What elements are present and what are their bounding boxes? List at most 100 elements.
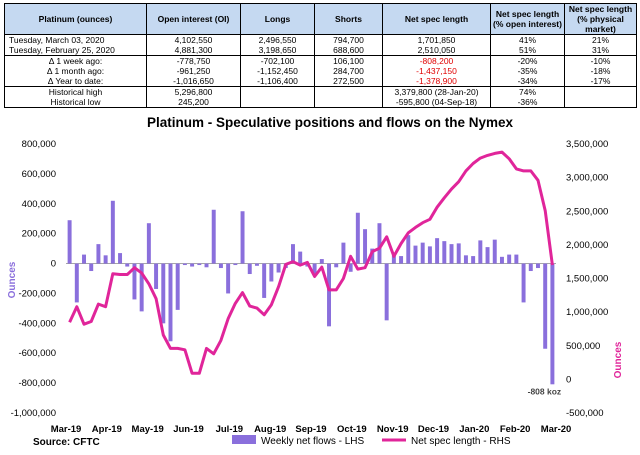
- table-cell: 31%: [564, 45, 637, 56]
- flow-bar: [67, 220, 72, 264]
- chart: Platinum - Speculative positions and flo…: [7, 115, 624, 448]
- table-cell: 106,100: [314, 55, 383, 66]
- bar-annotation: -808 koz: [528, 386, 562, 396]
- flow-bar: [118, 253, 123, 264]
- table-cell: 1,701,850: [382, 34, 491, 45]
- flow-bar: [139, 263, 144, 312]
- flow-bar: [391, 255, 396, 264]
- flow-bar: [254, 263, 259, 266]
- table-cell: -36%: [490, 97, 565, 108]
- flow-bar: [471, 256, 476, 264]
- x-axis: Mar-19 Apr-19 May-19 Jun-19 Jul-19 Aug-19 Sep-…: [51, 424, 572, 435]
- flow-bar: [226, 263, 231, 294]
- table-cell: -778,750: [146, 55, 241, 66]
- flow-bar: [327, 263, 331, 327]
- table-cell: Historical low: [4, 97, 147, 108]
- table-cell: 688,600: [314, 45, 383, 56]
- table-cell: 5,296,800: [146, 86, 241, 97]
- x-tick-label: Mar-20: [541, 424, 572, 435]
- flow-bar: [218, 263, 223, 269]
- flow-bar: [211, 209, 216, 264]
- table-cell: -20%: [490, 55, 565, 66]
- table-cell: Δ Year to date:: [4, 76, 147, 87]
- table-cell: [314, 86, 383, 97]
- weekly-net-flows-series: [67, 200, 555, 385]
- table-cell: -961,250: [146, 66, 241, 76]
- table-cell: 51%: [490, 45, 565, 56]
- x-tick-label: Feb-20: [500, 424, 531, 435]
- left-tick-label: -400,000: [18, 318, 56, 329]
- flow-bar: [276, 263, 281, 273]
- right-tick-label: 3,500,000: [566, 139, 608, 150]
- flow-bar: [197, 263, 202, 266]
- table-row: Δ 1 week ago: -778,750 -702,100 106,100 …: [4, 55, 637, 66]
- flow-bar: [269, 263, 274, 282]
- flow-bar: [89, 263, 94, 272]
- right-tick-label: 1,000,000: [566, 307, 608, 318]
- flow-bar: [384, 263, 389, 321]
- table-cell: 272,500: [314, 76, 383, 87]
- table-cell: -1,106,400: [240, 76, 315, 87]
- x-tick-label: May-19: [132, 424, 164, 435]
- x-tick-label: Mar-19: [51, 424, 82, 435]
- flow-bar: [262, 263, 267, 298]
- left-tick-label: 0: [51, 259, 56, 270]
- x-tick-label: Jan-20: [459, 424, 489, 435]
- legend-label-flows: Weekly net flows - LHS: [261, 436, 365, 447]
- table-cell: Tuesday, March 03, 2020: [4, 34, 147, 45]
- table-cell: [314, 97, 383, 108]
- table-cell: Historical high: [4, 86, 147, 97]
- flow-bar: [550, 263, 555, 385]
- right-axis: 3,500,000 3,000,000 2,500,000 2,000,000 1,50…: [566, 139, 608, 419]
- flow-bar: [514, 254, 519, 264]
- x-tick-label: Aug-19: [254, 424, 286, 435]
- flow-bar: [478, 240, 483, 264]
- flow-bar: [204, 263, 209, 268]
- table-cell: 41%: [490, 34, 565, 45]
- flow-bar: [341, 242, 346, 264]
- table-cell: 2,510,050: [382, 45, 491, 56]
- right-tick-label: 2,500,000: [566, 206, 608, 217]
- table-cell: 4,881,300: [146, 45, 241, 56]
- table-cell: 4,102,550: [146, 34, 241, 45]
- table-row: Δ Year to date: -1,016,650 -1,106,400 27…: [4, 76, 637, 87]
- flow-bar: [233, 263, 238, 266]
- table-cell: -1,437,150: [382, 66, 491, 76]
- flow-bar: [499, 256, 504, 264]
- chart-title: Platinum - Speculative positions and flo…: [147, 115, 514, 130]
- flow-bar: [240, 211, 245, 264]
- flow-bar: [463, 255, 468, 264]
- table-cell: 74%: [490, 86, 565, 97]
- flow-bar: [435, 238, 440, 264]
- table-cell: 284,700: [314, 66, 383, 76]
- x-tick-label: Oct-19: [337, 424, 367, 435]
- flow-bar: [74, 263, 79, 303]
- flow-bar: [154, 263, 159, 289]
- table-row: Δ 1 month ago: -961,250 -1,152,450 284,7…: [4, 66, 637, 76]
- table-header-cell: Net spec length (% open interest): [490, 3, 565, 35]
- flow-bar: [521, 263, 526, 303]
- source-note: Source: CFTC: [33, 437, 100, 448]
- right-axis-label: Ounces: [613, 341, 624, 378]
- flow-bar: [291, 244, 295, 264]
- flow-bar: [485, 247, 490, 264]
- right-tick-label: 0: [566, 374, 571, 385]
- flow-bar: [168, 263, 173, 342]
- flow-bar: [543, 263, 548, 349]
- table-cell: -595,800 (04-Sep-18): [382, 97, 491, 108]
- flow-bar: [363, 229, 368, 264]
- flow-bar: [96, 244, 101, 264]
- table-cell: 3,198,650: [240, 45, 315, 56]
- flow-bar: [406, 235, 411, 264]
- x-tick-label: Jun-19: [173, 424, 204, 435]
- table-cell: -10%: [564, 55, 637, 66]
- flow-bar: [420, 242, 425, 264]
- table-header-cell: Open interest (OI): [146, 3, 241, 35]
- table-cell: -18%: [564, 66, 637, 76]
- flow-bar: [507, 254, 512, 264]
- flow-bar: [427, 246, 432, 264]
- flow-bar: [319, 259, 324, 264]
- table-header-cell: Longs: [240, 3, 315, 35]
- table-cell: 794,700: [314, 34, 383, 45]
- right-tick-label: -500,000: [566, 408, 604, 419]
